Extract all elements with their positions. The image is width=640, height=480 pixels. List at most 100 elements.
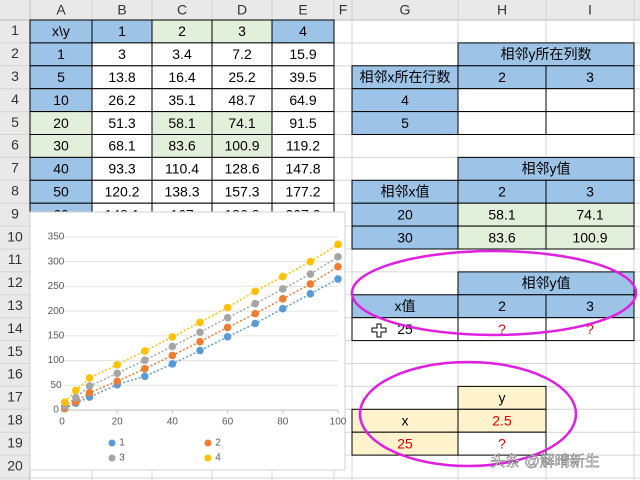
table-cell: 2	[178, 23, 186, 39]
cursor	[371, 323, 387, 338]
table-cell: 3	[238, 23, 246, 39]
table-cell: 3.4	[172, 46, 192, 62]
y-tick-label: 300	[48, 256, 65, 267]
table-cell: 13.8	[108, 69, 135, 85]
row-header: 2	[11, 45, 19, 61]
row-header: 4	[11, 91, 19, 107]
table-cell: 177.2	[285, 183, 320, 199]
legend-label: 3	[119, 453, 125, 464]
table-cell: 100.9	[572, 229, 607, 245]
table-cell: 68.1	[108, 138, 135, 154]
data-point	[141, 356, 149, 364]
y-tick-label: 250	[48, 281, 65, 292]
empty-cell-bg	[545, 88, 635, 113]
row-header: 14	[7, 320, 23, 336]
table-cell: 30	[53, 138, 69, 154]
trend-line	[64, 266, 339, 409]
row-header: 15	[7, 343, 23, 359]
table-cell: 51.3	[108, 115, 135, 131]
x-tick-label: 20	[112, 417, 124, 428]
legend-label: 1	[119, 438, 125, 449]
row-header: 7	[11, 160, 19, 176]
x-tick-label: 100	[330, 417, 347, 428]
table-cell: 110.4	[165, 161, 199, 177]
table-cell-bg	[545, 225, 635, 250]
data-point	[223, 332, 232, 341]
table-cell-bg	[545, 317, 635, 342]
x-tick-label: 80	[277, 417, 289, 428]
data-point	[306, 270, 315, 278]
y-tick-label: 150	[48, 330, 65, 341]
data-point	[196, 337, 204, 346]
table-cell: 30	[397, 229, 413, 245]
row-header: 8	[11, 182, 19, 198]
row-header: 18	[7, 411, 23, 427]
table-cell: 2.5	[492, 412, 512, 428]
data-point	[168, 351, 177, 360]
row-header: 12	[7, 274, 23, 290]
data-point	[60, 398, 69, 406]
data-point	[85, 374, 94, 382]
table-cell: 64.9	[289, 92, 316, 108]
table-cell: 58.1	[168, 115, 195, 131]
legend-label: 2	[215, 438, 221, 449]
table-cell: 157.3	[224, 183, 259, 199]
table-cell: 74.1	[228, 115, 255, 131]
watermark: 头条 @解晴新生	[490, 453, 599, 470]
data-point	[334, 252, 342, 261]
empty-cell-bg	[457, 111, 547, 135]
data-point	[196, 328, 204, 337]
table-cell: 25.2	[228, 69, 255, 85]
column-header: H	[497, 2, 507, 18]
table-cell: 20	[53, 115, 69, 131]
data-point	[196, 346, 204, 355]
table-cell: 50	[53, 183, 69, 199]
column-header: A	[56, 2, 66, 18]
table-cell: 7.2	[232, 46, 252, 62]
table-cell: 26.2	[108, 92, 135, 108]
row-header: 5	[11, 114, 19, 130]
column-label: 2	[498, 183, 506, 199]
row-header: 9	[11, 205, 19, 221]
table-cell: 138.3	[164, 183, 199, 199]
row-header: 20	[7, 457, 23, 473]
column-header-bar	[0, 0, 640, 20]
data-point	[223, 323, 232, 332]
data-point	[85, 382, 94, 390]
table-cell: 48.7	[228, 92, 255, 108]
data-point	[168, 342, 177, 351]
data-point	[72, 386, 80, 395]
row-header: 3	[11, 68, 19, 84]
chart-area	[29, 211, 346, 471]
table-cell: 4	[299, 23, 307, 39]
row-header: 6	[11, 137, 19, 153]
data-point	[113, 377, 121, 386]
data-point	[113, 360, 121, 369]
y-tick-label: 100	[48, 355, 65, 366]
row-header-bar	[0, 20, 30, 480]
row-label: x值	[395, 298, 416, 314]
column-label: 3	[586, 298, 594, 314]
data-point	[334, 240, 342, 249]
data-point	[306, 257, 315, 266]
data-point	[306, 290, 315, 298]
y-tick-label: 350	[48, 232, 65, 243]
data-point	[141, 364, 149, 373]
table-cell: ?	[586, 321, 594, 337]
x-tick-label: 40	[167, 417, 179, 428]
table-cell: 25	[397, 435, 413, 451]
row-header: 19	[7, 434, 23, 450]
row-header: 11	[8, 251, 23, 267]
table-cell: 10	[53, 92, 69, 108]
table-cell: 83.6	[488, 229, 515, 245]
table-cell: 5	[57, 69, 65, 85]
table-cell: x\y	[52, 23, 70, 39]
data-point	[251, 309, 259, 318]
table-cell: 20	[397, 206, 413, 222]
data-point	[279, 294, 287, 303]
table-cell-bg	[457, 431, 547, 456]
data-point	[251, 319, 259, 328]
y-tick-label: 50	[50, 380, 62, 391]
data-point	[279, 304, 287, 313]
table-cell: 15.9	[289, 46, 316, 62]
